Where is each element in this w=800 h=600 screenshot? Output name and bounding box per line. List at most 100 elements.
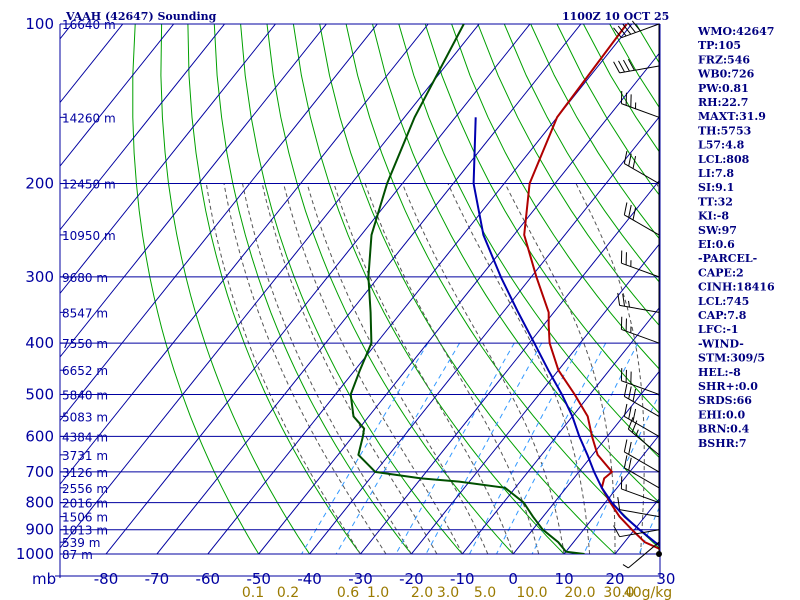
wind-barb-feather bbox=[623, 151, 628, 164]
height-label: 1506 m bbox=[62, 511, 108, 525]
wind-barb-staff bbox=[619, 529, 660, 538]
wind-barb-feather bbox=[622, 293, 626, 307]
wind-barb-feather bbox=[617, 292, 621, 306]
index-entry: CAPE:2 bbox=[698, 266, 744, 279]
wind-barb-half-feather bbox=[628, 300, 630, 308]
pressure-tick-label: 800 bbox=[25, 494, 54, 512]
isotherm bbox=[60, 24, 225, 231]
dry-adiabat bbox=[503, 24, 660, 284]
moist-adiabat bbox=[283, 183, 463, 554]
mixing-ratio-tick-label: 20.0 bbox=[564, 585, 595, 600]
mixing-ratio-tick-label: 1.0 bbox=[367, 585, 389, 600]
wind-barb-feather bbox=[628, 204, 632, 218]
moist-adiabat bbox=[401, 183, 565, 554]
index-entry: EI:0.6 bbox=[698, 238, 735, 251]
isotherm bbox=[563, 433, 660, 554]
height-label: 9680 m bbox=[62, 271, 108, 285]
index-entry: CAP:7.8 bbox=[698, 309, 747, 322]
isotherm bbox=[60, 24, 175, 167]
isotherm bbox=[60, 24, 480, 549]
dry-adiabat bbox=[530, 24, 660, 241]
pressure-tick-label: 100 bbox=[25, 15, 54, 33]
index-entry: TH:5753 bbox=[698, 124, 751, 137]
wind-barb-staff bbox=[624, 395, 660, 417]
wind-barb-feather bbox=[628, 406, 632, 420]
mixing-ratio-line bbox=[638, 504, 660, 554]
wind-barb-staff bbox=[624, 415, 660, 437]
wind-barb-feather bbox=[632, 388, 637, 402]
temperature-trace bbox=[523, 24, 660, 551]
pressure-tick-label: 200 bbox=[25, 175, 54, 193]
height-label: 5083 m bbox=[62, 410, 108, 424]
wind-barb-staff bbox=[621, 328, 660, 344]
wind-barb-feather bbox=[623, 202, 628, 216]
wind-barb-staff bbox=[624, 467, 660, 489]
wind-barb-feather bbox=[613, 525, 621, 537]
height-label: 7550 m bbox=[62, 337, 108, 351]
pressure-tick-label: 700 bbox=[25, 463, 54, 481]
dry-adiabat bbox=[742, 24, 800, 565]
moist-adiabat bbox=[504, 183, 616, 554]
moist-adiabat bbox=[205, 183, 361, 554]
sounding-traces bbox=[349, 24, 660, 554]
dry-adiabat bbox=[292, 24, 565, 554]
wind-barb-staff bbox=[624, 451, 660, 473]
mixing-ratio-tick-label: 10.0 bbox=[516, 585, 547, 600]
parcel-trace bbox=[472, 117, 660, 548]
moist-adiabat bbox=[333, 183, 514, 554]
mixing-ratio-line bbox=[335, 342, 461, 554]
wind-barb-feather bbox=[623, 455, 628, 468]
height-label: 12450 m bbox=[62, 178, 116, 192]
wind-barb-staff bbox=[624, 163, 660, 184]
temperature-tick-label: -40 bbox=[297, 570, 322, 588]
temperature-tick-label: -30 bbox=[348, 570, 373, 588]
wind-barb-staff bbox=[628, 428, 660, 456]
wind-barb-feather bbox=[628, 386, 632, 399]
mixing-ratio-tick-label: 2.0 bbox=[411, 585, 433, 600]
temperature-tick-label: 30 bbox=[656, 570, 675, 588]
height-label: 16640 m bbox=[62, 18, 116, 32]
height-label: 1013 m bbox=[62, 524, 108, 538]
pressure-tick-label: 1000 bbox=[16, 545, 54, 563]
dry-adiabat bbox=[160, 24, 311, 554]
height-label: 3126 m bbox=[62, 466, 108, 480]
wind-barb-staff bbox=[628, 541, 660, 569]
moist-adiabat bbox=[656, 183, 660, 195]
isotherm bbox=[308, 115, 660, 554]
mixing-ratio-line bbox=[425, 342, 543, 554]
observation-time: 1100Z 10 OCT 25 bbox=[562, 10, 669, 23]
mixing-ratio-tick-label: 0.1 bbox=[242, 585, 264, 600]
wind-barb-feather bbox=[623, 383, 628, 397]
wind-barbs bbox=[613, 20, 662, 569]
wind-barb-staff bbox=[621, 380, 660, 395]
mixing-ratio-line bbox=[495, 342, 607, 554]
height-label: 6652 m bbox=[62, 364, 108, 378]
temperature-tick-label: -50 bbox=[246, 570, 271, 588]
isotherm bbox=[60, 24, 327, 358]
wind-barb-feather bbox=[628, 153, 632, 167]
wind-barb-feather bbox=[622, 24, 632, 35]
wind-barb-feather bbox=[632, 408, 637, 422]
index-entry: PW:0.81 bbox=[698, 82, 749, 95]
temperature-tick-label: -20 bbox=[399, 570, 424, 588]
dry-adiabat bbox=[794, 24, 800, 565]
height-label: 2556 m bbox=[62, 482, 108, 496]
height-label: 14260 m bbox=[62, 111, 116, 125]
dry-adiabat bbox=[213, 24, 413, 554]
wind-barb-staff bbox=[619, 304, 660, 313]
pressure-tick-label: 300 bbox=[25, 268, 54, 286]
index-entry: L57:4.8 bbox=[698, 139, 745, 152]
temperature-ticks: -80 -70 -60 -50 -40 -30 -20 -10 0 10 20 30 bbox=[94, 570, 676, 588]
pressure-tick-label: 400 bbox=[25, 334, 54, 352]
isotherm bbox=[410, 242, 660, 554]
wind-barb-feather bbox=[632, 207, 637, 221]
wind-barb-feather bbox=[628, 457, 632, 471]
index-entry: LFC:-1 bbox=[698, 323, 739, 336]
moist-adiabat bbox=[261, 183, 438, 554]
index-entry: -PARCEL- bbox=[698, 252, 757, 265]
isotherm bbox=[359, 178, 660, 554]
index-entry: FRZ:546 bbox=[698, 53, 750, 66]
index-entry: CINH:18416 bbox=[698, 281, 775, 294]
dewpoint-trace bbox=[349, 24, 585, 554]
